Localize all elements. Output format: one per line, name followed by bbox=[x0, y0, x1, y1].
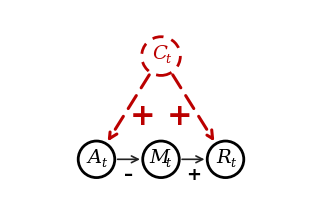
Text: R: R bbox=[216, 149, 231, 167]
Text: +: + bbox=[167, 102, 193, 131]
Text: A: A bbox=[88, 149, 102, 167]
Text: t: t bbox=[101, 157, 106, 170]
Text: t: t bbox=[230, 157, 235, 170]
Text: t: t bbox=[166, 54, 171, 67]
Text: +: + bbox=[186, 166, 201, 184]
Text: +: + bbox=[129, 102, 155, 131]
Circle shape bbox=[143, 141, 179, 178]
Circle shape bbox=[78, 141, 115, 178]
Circle shape bbox=[207, 141, 244, 178]
Circle shape bbox=[142, 37, 180, 75]
Text: M: M bbox=[149, 149, 169, 167]
Text: t: t bbox=[166, 157, 171, 170]
Text: C: C bbox=[152, 45, 167, 63]
Text: –: – bbox=[124, 166, 133, 184]
